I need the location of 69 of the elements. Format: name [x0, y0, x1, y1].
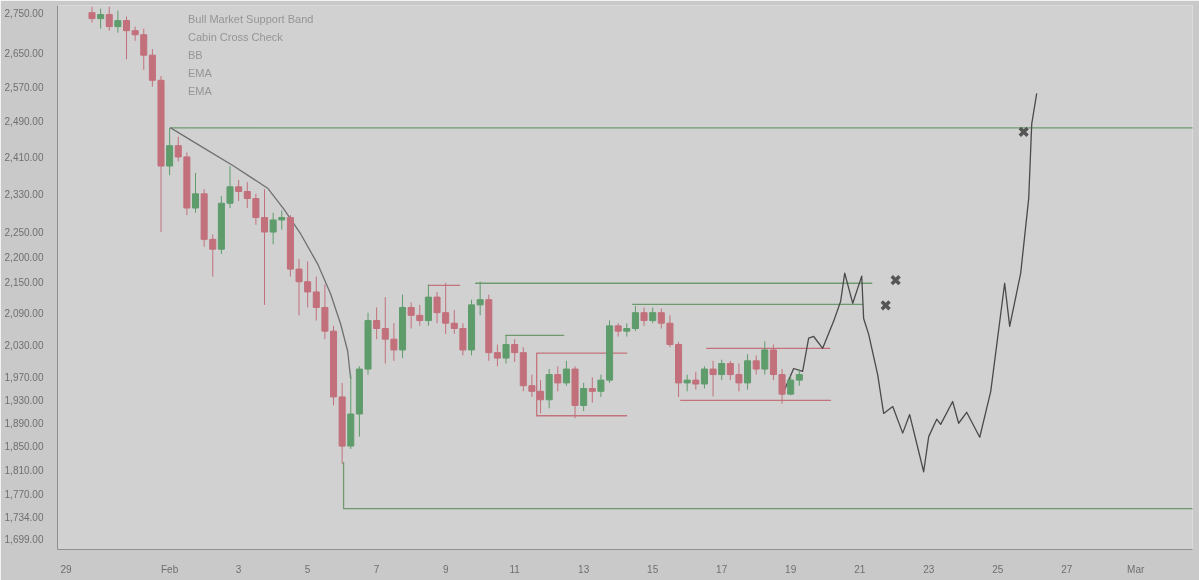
annotation: Bull Market Support Band	[188, 13, 314, 26]
candlestick	[269, 212, 277, 245]
y-tick-label: 2,330.00	[4, 188, 44, 200]
y-tick-label: 1,890.00	[4, 417, 44, 429]
candlestick	[580, 382, 588, 412]
y-tick-label: 2,490.00	[4, 116, 44, 128]
y-tick-label: 1,850.00	[4, 441, 44, 453]
y-tick-label: 1,699.00	[4, 534, 44, 546]
x-tick-label: 9	[442, 563, 449, 575]
x-tick-label: 15	[647, 563, 659, 575]
candlestick	[709, 360, 717, 397]
x-tick-label: 25	[992, 563, 1004, 575]
candlestick	[744, 353, 752, 391]
candlestick	[700, 365, 708, 389]
candlestick	[88, 6, 96, 24]
x-tick-label: 23	[923, 563, 935, 575]
x-tick-label: 29	[60, 563, 73, 575]
candlestick	[761, 340, 769, 376]
candlestick	[502, 334, 510, 365]
candlestick	[752, 354, 760, 376]
candlestick	[424, 283, 432, 327]
x-tick-label: Mar	[1127, 563, 1145, 575]
annotation: BB	[188, 49, 203, 61]
candlestick	[122, 16, 131, 60]
x-tick-label: 5	[304, 563, 311, 575]
y-tick-label: 1,970.00	[4, 372, 44, 384]
y-tick-label: 1,734.00	[4, 511, 44, 523]
candlestick	[278, 209, 286, 231]
y-tick-label: 2,090.00	[4, 307, 44, 319]
y-tick-label: 2,200.00	[4, 251, 44, 263]
y-tick-label: 1,810.00	[4, 464, 44, 476]
candlestick	[718, 359, 726, 381]
candlestick	[640, 306, 648, 327]
y-tick-label: 2,750.00	[4, 7, 44, 19]
candlestick	[174, 136, 182, 162]
candlestick	[562, 360, 570, 387]
x-tick-label: 3	[235, 563, 242, 575]
candlestick	[554, 365, 562, 392]
x-tick-label: 19	[785, 563, 797, 575]
candlestick	[114, 10, 122, 34]
y-tick-label: 2,570.00	[4, 81, 44, 93]
y-tick-label: 2,150.00	[4, 276, 44, 288]
x-tick-label: Feb	[161, 563, 179, 575]
y-tick-label: 2,410.00	[4, 151, 44, 163]
candlestick	[493, 344, 501, 367]
candlestick	[588, 376, 596, 404]
y-tick-label: 2,250.00	[4, 227, 44, 239]
candlestick	[166, 127, 174, 176]
annotation: EMA	[188, 84, 213, 97]
annotation: Cabin Cross Check	[188, 31, 284, 44]
candlestick	[235, 179, 243, 202]
y-tick-label: 1,770.00	[4, 489, 44, 501]
y-tick-label: 2,030.00	[4, 339, 44, 351]
x-tick-label: 7	[373, 563, 380, 575]
x-tick-label: 17	[716, 563, 728, 575]
x-tick-label: 27	[1061, 563, 1073, 575]
x-tick-label: 11	[509, 563, 521, 575]
candlestick	[373, 306, 381, 340]
x-tick-label: 21	[854, 563, 866, 575]
candlestick	[226, 165, 234, 209]
x-tick-label: 13	[578, 563, 590, 575]
candlestick	[97, 8, 105, 30]
candlestick	[511, 338, 519, 363]
candlestick	[105, 6, 113, 32]
y-tick-label: 2,650.00	[4, 48, 44, 60]
candlestick	[191, 172, 200, 214]
candlestick	[631, 305, 639, 332]
annotation: EMA	[188, 66, 213, 79]
y-tick-label: 1,930.00	[4, 394, 44, 406]
